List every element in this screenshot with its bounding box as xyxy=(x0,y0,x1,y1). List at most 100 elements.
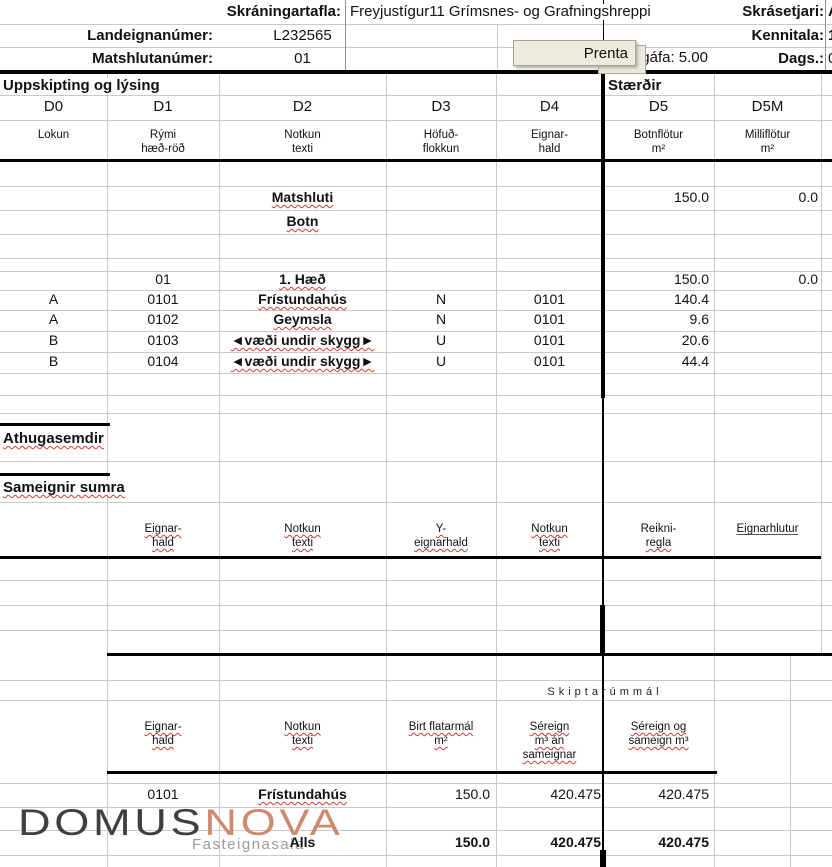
col-label-line: Lokun xyxy=(37,129,70,141)
domusnova-logo: DOMUSNOVA xyxy=(18,804,344,841)
field-utgafa: Útgáfa: 5.00 xyxy=(626,49,708,66)
cell-flatarmal: 150.0 xyxy=(454,786,490,802)
cell-notkun-texti-truncated: ◄væði undir skygg► xyxy=(230,353,375,369)
cell-d3: N xyxy=(435,291,447,307)
section-athugasemdir: Athugasemdir xyxy=(0,431,107,447)
col-label-line: Botnflötur xyxy=(633,129,684,141)
gridline xyxy=(825,0,826,70)
bottom-col-sereign-an-sameignar: Séreign m³ án sameignar xyxy=(496,720,603,762)
col-label-botnflotur: Botnflötur m² xyxy=(603,128,714,156)
col-label-line: m² xyxy=(760,143,775,155)
gridline xyxy=(497,24,498,70)
gridline xyxy=(0,830,832,831)
col-label-line: texti xyxy=(291,537,314,549)
col-code-d2: D2 xyxy=(292,98,313,115)
cell-d1: 01 xyxy=(155,271,171,287)
col-label-line: Séreign xyxy=(529,721,570,733)
col-code-d0: D0 xyxy=(43,98,64,115)
cell-d5m: 0.0 xyxy=(798,271,818,287)
cell-haed: 1. Hæð xyxy=(279,271,326,287)
col-label-line: Milliflötur xyxy=(744,129,791,141)
field-skrasetjari-label: Skrásetjari: xyxy=(742,3,824,20)
col-label-line: hald xyxy=(538,143,561,155)
gridline xyxy=(821,74,822,398)
gridline xyxy=(0,680,832,681)
gridline xyxy=(0,580,832,581)
col-label-notkun: Notkun texti xyxy=(219,128,386,156)
section-divider xyxy=(600,605,605,656)
gridline xyxy=(0,461,832,462)
cell-d0: A xyxy=(48,291,59,307)
cell-d3: N xyxy=(435,311,447,327)
cell-alls-sereign-sameign: 420.475 xyxy=(658,834,709,850)
gridline xyxy=(386,398,387,656)
gridline xyxy=(0,331,832,332)
cell-sereign: 420.475 xyxy=(550,786,601,802)
thick-border xyxy=(0,473,110,476)
gridline xyxy=(496,74,497,398)
field-matshlutanumer-label: Matshlutanúmer: xyxy=(92,50,213,67)
col-label-line: Séreign og xyxy=(630,721,687,733)
gridline xyxy=(107,74,108,398)
gridline xyxy=(0,352,832,353)
col-label-line: m² xyxy=(434,735,448,747)
cell-d4: 0101 xyxy=(533,311,566,327)
bottom-col-notkun-texti: Notkun texti xyxy=(219,720,386,748)
gridline xyxy=(386,656,387,867)
cell-c1: 0101 xyxy=(147,786,179,802)
cell-d4: 0101 xyxy=(533,353,566,369)
gridline xyxy=(0,502,832,503)
gridline xyxy=(107,398,108,656)
field-kennitala-value: 1 xyxy=(828,28,832,44)
col-label-line: sameignar xyxy=(522,749,577,761)
col-code-d1: D1 xyxy=(153,98,173,115)
col-code-d3: D3 xyxy=(431,98,451,115)
heading-skiptarummal: Skiptarúmmál xyxy=(547,686,663,698)
col-code-d5: D5 xyxy=(648,98,669,115)
col-code-d4: D4 xyxy=(539,98,560,115)
cell-alls-label: Alls xyxy=(289,834,316,850)
field-landeignanumer-label: Landeignanúmer: xyxy=(87,27,213,44)
col-label-line: m² xyxy=(651,143,666,155)
gridline xyxy=(0,700,832,701)
field-dags-value: 0 xyxy=(828,51,832,67)
section-divider xyxy=(602,656,604,850)
field-landeignanumer-value: L232565 xyxy=(273,27,332,44)
gridline xyxy=(496,656,497,867)
logo-domus: DOMUS xyxy=(18,802,205,843)
gridline xyxy=(714,656,715,867)
thick-border xyxy=(107,653,832,656)
col-label-line: Notkun xyxy=(284,129,321,141)
section-staerdir: Stærðir xyxy=(608,77,662,94)
col-label-line: Notkun xyxy=(531,523,568,535)
col-label-line: m³ án xyxy=(534,735,565,747)
cell-d5: 150.0 xyxy=(673,271,709,287)
field-dags-label: Dags.: xyxy=(778,50,824,67)
gridline xyxy=(0,630,832,631)
bottom-col-eignarhald: Eignar-hald xyxy=(107,720,219,748)
gridline xyxy=(107,656,108,867)
gridline xyxy=(219,656,220,867)
cell-matshluti: Matshluti xyxy=(271,189,334,205)
cell-notkun-texti: Frístundahús xyxy=(258,291,347,307)
col-label-rymi: Rými hæð-röð xyxy=(107,128,219,156)
gridline xyxy=(0,24,832,25)
gridline xyxy=(0,395,832,396)
cell-d1: 0102 xyxy=(147,311,179,327)
sameign-col-eignarhlutur: Eignarhlutur xyxy=(714,522,821,536)
gridline xyxy=(0,855,832,856)
gridline xyxy=(0,310,832,311)
col-label-line: hæð-röð xyxy=(141,143,185,155)
section-divider xyxy=(601,74,605,398)
col-label-lokun: Lokun xyxy=(0,128,107,142)
print-button[interactable]: Prenta xyxy=(513,40,636,66)
field-matshlutanumer-value: 01 xyxy=(294,50,311,67)
sameign-col-y-eignarhald: Y-eignarhald xyxy=(386,522,496,550)
gridline xyxy=(496,398,497,656)
field-skraningartafla-value: Freyjustígur11 Grímsnes- og Grafningshre… xyxy=(347,4,654,20)
col-label-line: Reikni- xyxy=(640,523,677,535)
section-sameignir-sumra: Sameignir sumra xyxy=(0,480,128,496)
col-label-line: Birt flatarmál xyxy=(408,721,474,733)
col-label-line: Rými xyxy=(149,129,177,141)
